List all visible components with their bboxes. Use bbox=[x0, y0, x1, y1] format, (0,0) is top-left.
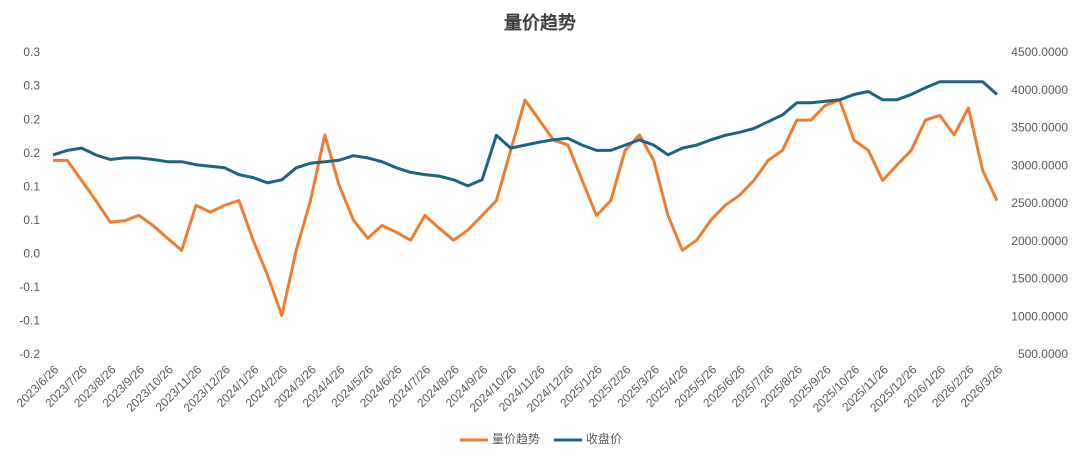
y-tick-label: 0.1 bbox=[23, 213, 40, 227]
y2-tick-label: 3500.0000 bbox=[1011, 121, 1068, 135]
y-tick-label: 0.2 bbox=[23, 146, 40, 160]
legend-label: 收盘价 bbox=[586, 431, 622, 446]
y2-tick-label: 1500.0000 bbox=[1011, 272, 1068, 286]
y-tick-label: 0.0 bbox=[23, 247, 40, 261]
chart-title: 量价趋势 bbox=[504, 12, 576, 33]
y-tick-label: 0.3 bbox=[23, 79, 40, 93]
y-tick-label: 0.2 bbox=[23, 112, 40, 126]
y-tick-label: -0.1 bbox=[19, 280, 40, 294]
y2-tick-label: 3000.0000 bbox=[1011, 158, 1068, 172]
series-line bbox=[53, 98, 999, 317]
y-tick-label: -0.2 bbox=[19, 347, 40, 361]
y2-tick-label: 1000.0000 bbox=[1011, 309, 1068, 323]
series-line bbox=[52, 80, 999, 188]
legend-label: 量价趋势 bbox=[492, 432, 540, 446]
y-tick-label: 0.1 bbox=[23, 179, 40, 193]
y-tick-label: -0.1 bbox=[19, 314, 40, 328]
y2-tick-label: 2000.0000 bbox=[1011, 234, 1068, 248]
y-tick-label: 0.3 bbox=[23, 45, 40, 59]
y2-tick-label: 4500.0000 bbox=[1011, 45, 1068, 59]
y2-tick-label: 2500.0000 bbox=[1011, 196, 1068, 210]
y2-tick-label: 500.0000 bbox=[1018, 347, 1068, 361]
y2-tick-label: 4000.0000 bbox=[1011, 83, 1068, 97]
